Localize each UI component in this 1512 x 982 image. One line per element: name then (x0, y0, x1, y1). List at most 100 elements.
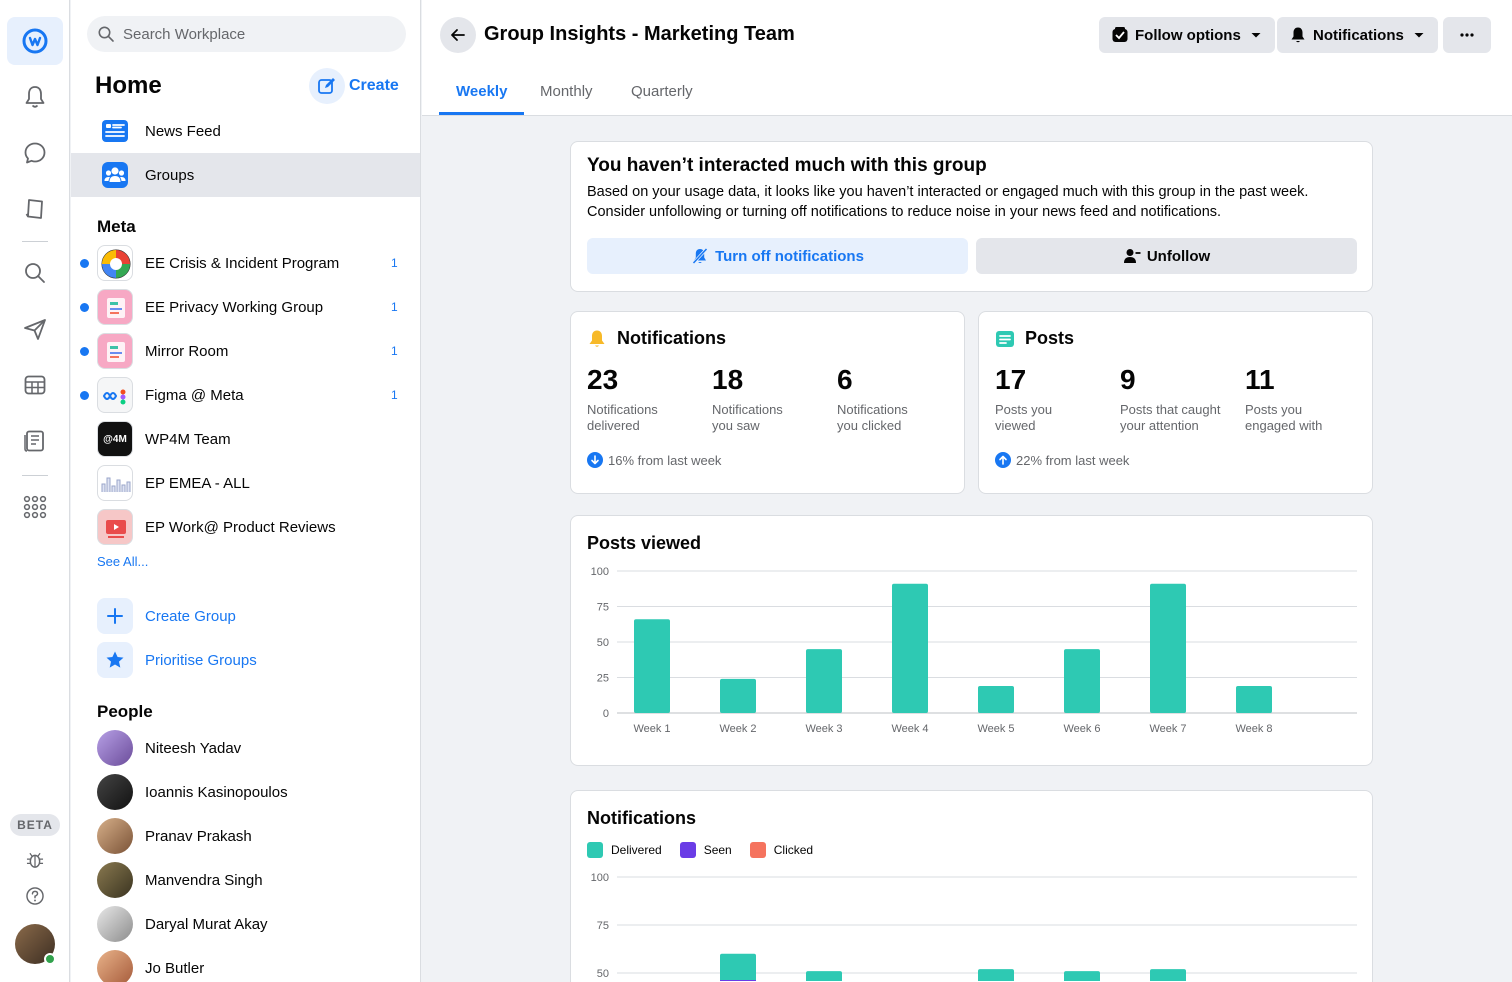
send-rail-button[interactable] (7, 305, 63, 353)
posts-card-header: Posts (995, 328, 1074, 349)
bell-icon (589, 330, 605, 347)
group-item[interactable]: Mirror Room 1 (71, 329, 420, 373)
chart-title: Notifications (587, 808, 697, 828)
bar (634, 619, 670, 713)
app-rail: BETA (0, 0, 70, 982)
help-button[interactable] (7, 872, 63, 920)
book-icon (25, 199, 43, 219)
group-item[interactable]: EP EMEA - ALL (71, 461, 420, 505)
group-item[interactable]: EE Crisis & Incident Program 1 (71, 241, 420, 285)
workplace-logo-button[interactable] (7, 17, 63, 65)
x-tick-label: Week 2 (719, 723, 756, 735)
stat-label: Posts that caught your attention (1120, 402, 1221, 433)
notebook-icon (24, 430, 44, 452)
tab-quarterly[interactable]: Quarterly (631, 83, 693, 100)
follow-options-button[interactable]: Follow options (1099, 17, 1275, 53)
unfollow-button[interactable]: Unfollow (976, 238, 1357, 274)
stat-seen: 18 Notifications you saw (712, 364, 832, 434)
group-thumbnail: @4M (97, 421, 133, 457)
turn-off-notifications-button[interactable]: Turn off notifications (587, 238, 968, 274)
posts-viewed-chart: 0 25 50 75 100 Week 1 Week 2 Week 3 Week 4 Week 5… (591, 566, 1357, 735)
stat-posts-attention: 9 Posts that caught your attention (1120, 364, 1240, 434)
bar-delivered (978, 969, 1014, 981)
see-all-groups-link[interactable]: See All... (97, 554, 149, 569)
follow-icon (1112, 27, 1128, 42)
stat-value: 17 (995, 364, 1027, 395)
person-item[interactable]: Ioannis Kasinopoulos (71, 770, 420, 814)
table-icon (24, 375, 46, 395)
turn-off-notifications-label: Turn off notifications (715, 247, 864, 265)
news-feed-icon (101, 117, 129, 145)
person-item[interactable]: Niteesh Yadav (71, 726, 420, 770)
person-item[interactable]: Manvendra Singh (71, 858, 420, 902)
notifications-rail-button[interactable] (7, 73, 63, 121)
create-button[interactable]: Create (309, 68, 399, 104)
x-tick-label: Week 3 (805, 723, 842, 735)
notes-rail-button[interactable] (7, 417, 63, 465)
notifications-dropdown-label: Notifications (1313, 26, 1404, 44)
more-options-button[interactable] (1443, 17, 1491, 53)
group-unread-count: 1 (391, 256, 398, 270)
create-group-button[interactable]: Create Group (71, 594, 420, 638)
nav-item-groups[interactable]: Groups (71, 153, 420, 197)
prioritise-groups-button[interactable]: Prioritise Groups (71, 638, 420, 682)
home-sidebar: Search Workplace Home Create News Feed G… (71, 0, 421, 982)
profile-avatar[interactable] (15, 924, 56, 965)
rail-divider (22, 241, 48, 242)
bug-report-button[interactable] (7, 836, 63, 884)
notifications-dropdown-button[interactable]: Notifications (1277, 17, 1438, 53)
back-button[interactable] (440, 17, 476, 53)
chat-rail-button[interactable] (7, 129, 63, 177)
group-unread-count: 1 (391, 300, 398, 314)
unread-dot (80, 390, 89, 400)
legend-label: Delivered (611, 843, 662, 857)
group-item[interactable]: @4M WP4M Team (71, 417, 420, 461)
search-rail-button[interactable] (7, 249, 63, 297)
person-name: Manvendra Singh (145, 871, 263, 889)
follow-options-label: Follow options (1135, 26, 1241, 44)
home-title: Home (95, 72, 162, 99)
online-status-indicator (44, 953, 56, 965)
group-name: EP EMEA - ALL (145, 474, 250, 492)
person-item[interactable]: Jo Butler (71, 946, 420, 982)
table-rail-button[interactable] (7, 361, 63, 409)
apps-rail-button[interactable] (7, 483, 63, 531)
stat-posts-engaged: 11 Posts you engaged with (1245, 364, 1365, 434)
search-input[interactable]: Search Workplace (87, 16, 406, 52)
person-item[interactable]: Daryal Murat Akay (71, 902, 420, 946)
bell-icon (1291, 27, 1305, 43)
notifications-trend: 16% from last week (587, 452, 721, 468)
arrow-left-icon (451, 29, 465, 41)
group-name: EE Privacy Working Group (145, 298, 324, 316)
posts-trend-text: 22% from last week (1016, 452, 1130, 468)
tab-monthly[interactable]: Monthly (540, 83, 593, 100)
knowledge-rail-button[interactable] (7, 185, 63, 233)
posts-stats-card: Posts 17 Posts you viewed 9 Posts that c… (978, 311, 1373, 494)
rail-divider (22, 475, 48, 476)
x-tick-label: Week 7 (1149, 723, 1186, 735)
arrow-down-icon (587, 452, 603, 468)
person-name: Pranav Prakash (145, 827, 252, 845)
nav-item-news-feed[interactable]: News Feed (71, 109, 420, 153)
grid-dots-icon (23, 495, 47, 519)
person-item[interactable]: Pranav Prakash (71, 814, 420, 858)
tab-weekly[interactable]: Weekly (456, 83, 508, 100)
y-tick-label: 75 (597, 920, 609, 932)
chart-title: Posts viewed (587, 533, 702, 553)
stat-label: Posts you viewed (995, 402, 1053, 433)
stat-clicked: 6 Notifications you clicked (837, 364, 957, 434)
bar-delivered (806, 971, 842, 981)
x-tick-label: Week 8 (1235, 723, 1272, 735)
notifications-stats-card: Notifications 23 Notifications delivered… (570, 311, 965, 494)
person-minus-icon (1123, 249, 1141, 263)
notifications-card-header: Notifications (587, 328, 726, 349)
group-item[interactable]: Figma @ Meta 1 (71, 373, 420, 417)
group-name: WP4M Team (145, 430, 231, 448)
group-item[interactable]: EP Work@ Product Reviews (71, 505, 420, 549)
prioritise-groups-label: Prioritise Groups (145, 651, 257, 669)
group-name: EP Work@ Product Reviews (145, 518, 336, 536)
legend-item-clicked: Clicked (749, 842, 813, 858)
legend-swatch (679, 842, 696, 858)
posts-icon (996, 330, 1014, 347)
group-item[interactable]: EE Privacy Working Group 1 (71, 285, 420, 329)
